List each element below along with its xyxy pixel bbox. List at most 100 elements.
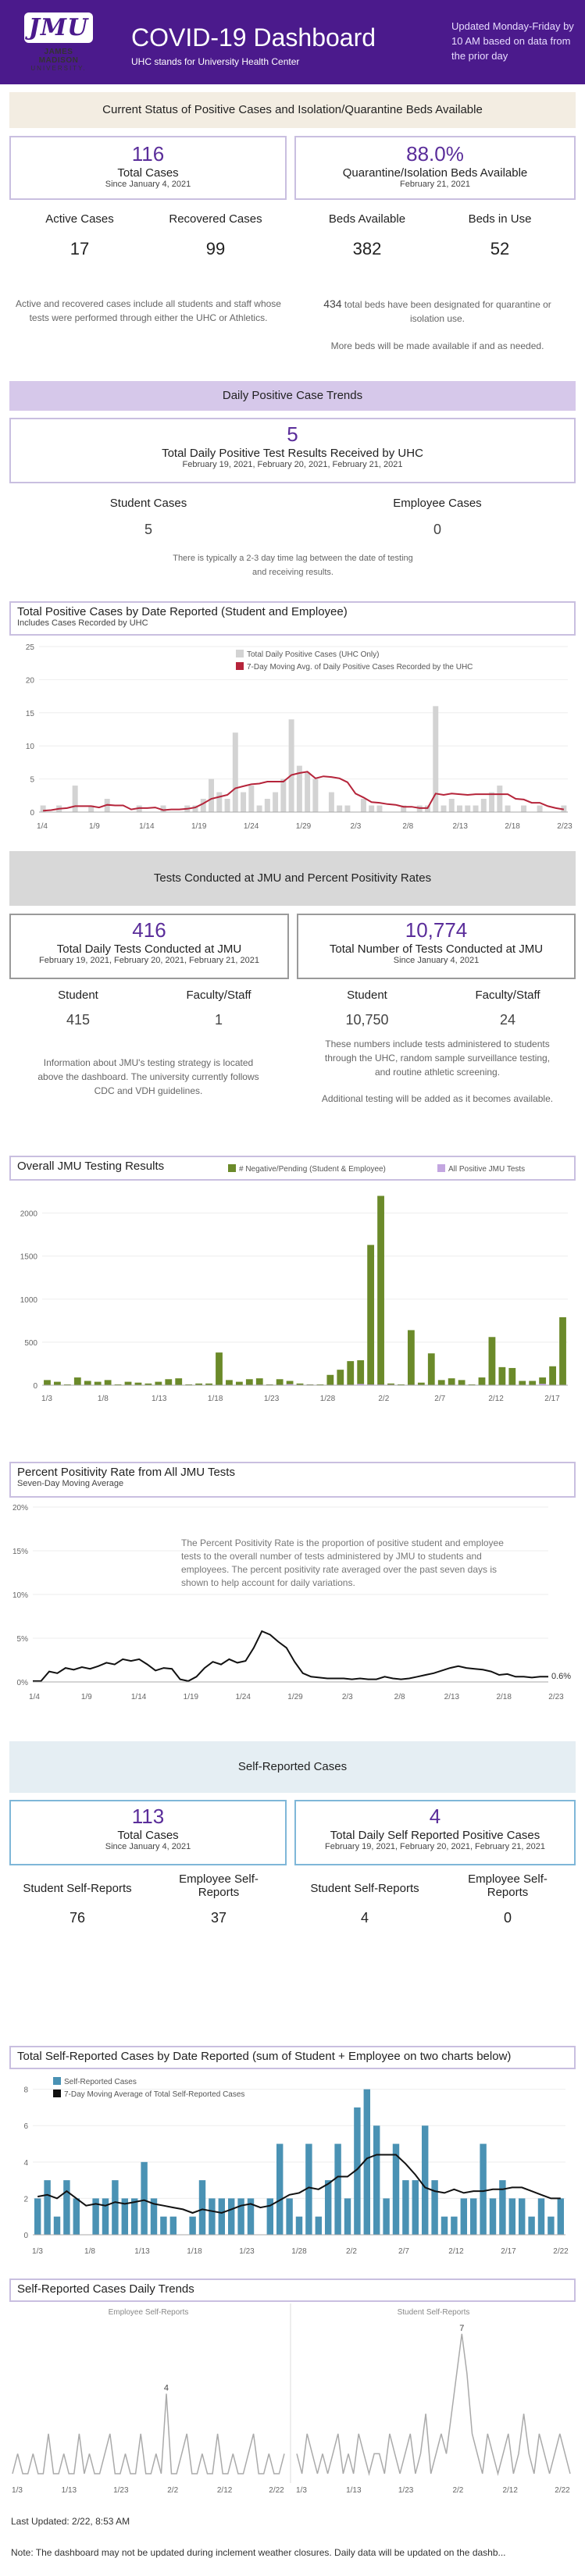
total-tests-student-value: 10,750	[345, 1012, 389, 1028]
total-cases-card: 116 Total Cases Since January 4, 2021	[9, 136, 287, 200]
chart4-bar	[73, 2198, 80, 2235]
chart4-bar	[421, 2125, 429, 2235]
chart4-bar	[160, 2216, 167, 2235]
chart4-bar	[121, 2198, 129, 2235]
chart4-bar	[315, 2216, 323, 2235]
daily-tests-label: Total Daily Tests Conducted at JMU	[56, 942, 242, 956]
chart2-bar	[478, 1377, 486, 1385]
daily-positive-card: 5 Total Daily Positive Test Results Rece…	[9, 418, 576, 483]
chart1-bar	[473, 805, 479, 812]
testing-results-chart: 0 500 1000 1500 2000 1/3 1/8 1/13 1/18 1/23 1/28 2/…	[20, 1195, 568, 1403]
daily-tests-staff-value: 1	[214, 1012, 223, 1028]
chart5-x-tick-label: 1/23	[398, 2486, 414, 2495]
chart2-bar	[559, 1317, 566, 1385]
chart2-positive-bar	[347, 1384, 355, 1385]
status-band: Current Status of Positive Cases and Iso…	[9, 92, 576, 128]
chart1-bar	[465, 805, 471, 812]
chart2-bar	[326, 1374, 334, 1385]
chart2-bar	[427, 1353, 435, 1385]
chart2-bar	[255, 1378, 263, 1385]
chart1-bar	[537, 805, 543, 812]
total-beds-value: 434	[323, 298, 342, 310]
student-cases-value: 5	[144, 522, 152, 537]
positive-cases-chart: 0 5 10 15 20 25 1/4 1/9 1/14 1/19 1/24 1/29 2/3 2/8 2/…	[26, 643, 573, 831]
chart1-legend-swatch	[236, 662, 244, 670]
chart2-bar	[94, 1381, 102, 1385]
chart1-y-tick-label: 5	[30, 776, 34, 785]
chart2-bar	[519, 1381, 526, 1385]
chart2-legend-label: # Negative/Pending (Student & Employee)	[239, 1165, 386, 1174]
chart1-bar	[312, 779, 319, 812]
chart1-bar	[280, 779, 287, 812]
chart1-bar	[264, 799, 270, 812]
chart2-bar	[377, 1195, 384, 1385]
chart3-x-tick-label: 1/29	[287, 1693, 303, 1701]
chart3-x-tick-label: 2/18	[496, 1693, 512, 1701]
chart4-bar	[324, 2180, 332, 2235]
chart4-bar	[344, 2198, 351, 2235]
chart2-y-tick-label: 500	[24, 1339, 37, 1348]
chart4-bar	[305, 2143, 312, 2235]
chart5-x-tick-label: 1/13	[346, 2486, 362, 2495]
total-cases-label: Total Cases	[117, 166, 179, 180]
total-cases-value: 116	[131, 142, 165, 166]
beds-pct-label: Quarantine/Isolation Beds Available	[342, 166, 528, 180]
chart1-bar	[296, 765, 302, 812]
chart4-y-tick-label: 8	[23, 2086, 28, 2095]
chart2-x-tick-label: 2/2	[378, 1395, 389, 1403]
total-tests-staff-label: Faculty/Staff	[475, 989, 540, 1002]
chart1-bar	[337, 805, 343, 812]
chart1-bar	[216, 792, 223, 812]
chart2-positive-bar	[255, 1384, 263, 1385]
daily-positive-label: Total Daily Positive Test Results Receiv…	[162, 447, 423, 460]
chart2-bar	[134, 1382, 142, 1385]
jmu-logo[interactable]: JMU JAMES MADISON UNIVERSITY.	[23, 12, 94, 72]
total-tests-value: 10,774	[405, 918, 468, 942]
chart4-bar	[373, 2125, 380, 2235]
chart3-y-tick-label: 20%	[12, 1504, 28, 1512]
chart2-bar	[205, 1383, 212, 1385]
recovered-cases-label: Recovered Cases	[169, 212, 262, 226]
chart4-bar	[53, 2216, 61, 2235]
chart1-bar	[241, 792, 247, 812]
chart2-bar	[245, 1379, 253, 1385]
self-daily-student-value: 4	[360, 1910, 369, 1926]
chart2-bar	[437, 1380, 445, 1385]
chart3-x-tick-label: 1/14	[131, 1693, 147, 1701]
chart2-positive-bar	[387, 1384, 394, 1385]
daily-trends-band: Daily Positive Case Trends	[9, 381, 576, 411]
chart4-bar	[266, 2198, 274, 2235]
chart1-y-tick-label: 25	[26, 643, 35, 652]
chart2-x-tick-label: 1/28	[320, 1395, 336, 1403]
chart4-bar	[92, 2198, 99, 2235]
chart4-y-tick-label: 6	[23, 2122, 28, 2131]
chart2-bar	[316, 1384, 324, 1385]
chart2-bar	[235, 1381, 243, 1385]
chart1-bar	[433, 706, 439, 812]
chart1-bar	[441, 805, 447, 812]
self-reported-trends-chart: Employee Self-Reports 4 1/3 1/13 1/23 2/2 2/12…	[12, 2303, 571, 2495]
chart4-title: Total Self-Reported Cases by Date Report…	[17, 2050, 512, 2063]
total-tests-label: Total Number of Tests Conducted at JMU	[329, 942, 544, 956]
total-beds-text: total beds have been designated for quar…	[344, 299, 551, 324]
total-cases-since: Since January 4, 2021	[105, 180, 191, 189]
status-note-right: 434 total beds have been designated for …	[312, 297, 562, 326]
chart2-bar	[286, 1381, 294, 1385]
last-updated: Last Updated: 2/22, 8:53 AM	[11, 2516, 130, 2527]
chart2-bar	[357, 1360, 365, 1385]
chart1-x-tick-label: 1/24	[244, 822, 259, 831]
chart1-x-tick-label: 2/18	[505, 822, 520, 831]
status-note-right2: More beds will be made available if and …	[330, 340, 544, 351]
chart4-bar	[102, 2198, 109, 2235]
chart4-bar	[295, 2216, 303, 2235]
chart1-bar	[288, 719, 294, 812]
chart2-bar	[347, 1361, 355, 1385]
self-total-label: Total Cases	[117, 1829, 179, 1842]
dashboard-header	[0, 0, 585, 84]
self-reported-chart: 0 2 4 6 8 1/3 1/8 1/13 1/18 1/23 1/28 2/2 2/7 2/12 2/1…	[23, 2077, 569, 2256]
chart5-title-box: Self-Reported Cases Daily Trends	[9, 2278, 576, 2302]
chart4-bar	[209, 2198, 216, 2235]
chart1-x-tick-label: 2/3	[350, 822, 361, 831]
chart2-bar	[498, 1366, 506, 1385]
chart2-bar	[114, 1384, 122, 1385]
